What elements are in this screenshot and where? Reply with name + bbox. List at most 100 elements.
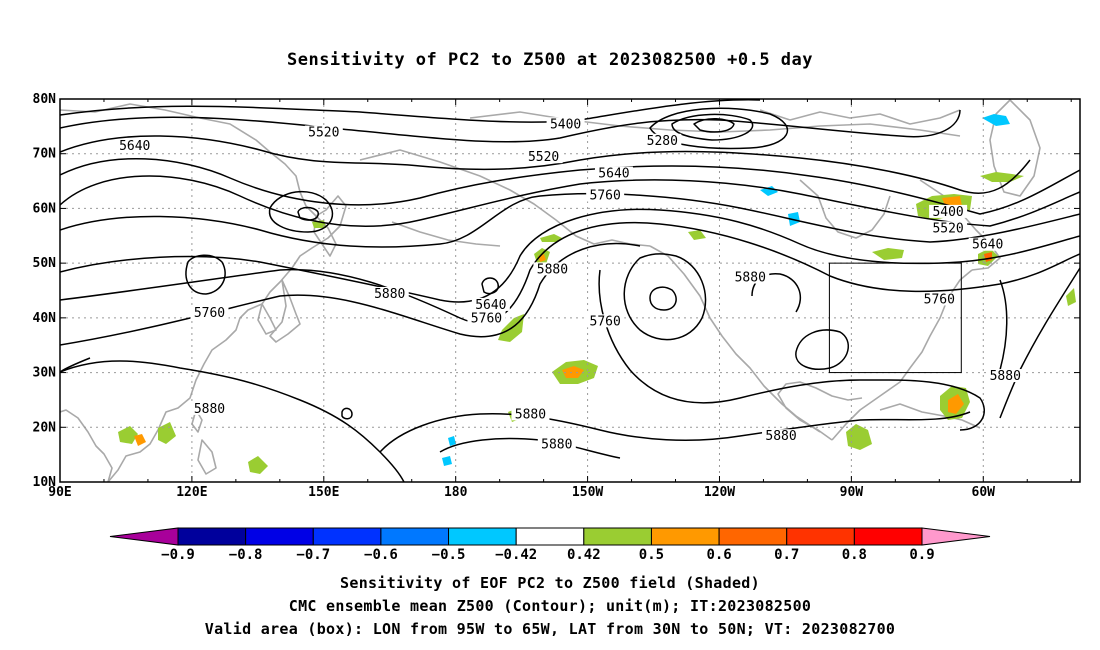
colorbar-segment <box>650 527 720 546</box>
contour-label: 5640 <box>475 298 506 313</box>
contour-label: 5400 <box>550 117 581 132</box>
lat-label: 40N <box>33 311 57 326</box>
coast-taiwan <box>191 409 203 433</box>
contour-label: 5280 <box>647 134 678 149</box>
contour-label-bg <box>304 125 343 139</box>
shade-blob <box>948 394 964 414</box>
lat-label: 30N <box>33 366 57 381</box>
contour-line <box>379 411 971 453</box>
colorbar-segment <box>853 527 923 546</box>
contour-label-bg <box>929 221 968 235</box>
contour-line <box>999 279 1008 371</box>
contour-line <box>60 109 961 143</box>
contour-label: 5880 <box>765 429 796 444</box>
caption-line-1: Sensitivity of EOF PC2 to Z500 field (Sh… <box>340 574 760 592</box>
contour-label: 5880 <box>515 407 546 422</box>
colorbar-label: −0.6 <box>364 547 398 563</box>
contour-label-bg <box>533 262 572 276</box>
coast-hudson <box>799 179 891 239</box>
contour-line <box>185 254 226 295</box>
contour-label: 5880 <box>541 437 572 452</box>
shade-blob <box>248 456 268 474</box>
colorbar-segment <box>177 527 247 546</box>
shade-blob <box>540 234 562 242</box>
shade-blob <box>688 230 706 240</box>
contour-label-bg <box>524 150 563 164</box>
lon-label: 150E <box>308 485 339 500</box>
colorbar-segment <box>718 527 788 546</box>
coast-greenland <box>989 99 1041 197</box>
shade-blob <box>846 424 872 450</box>
lon-label: 180 <box>444 485 468 500</box>
lat-label: 10N <box>33 475 57 490</box>
contour-line <box>439 437 621 459</box>
contour-label: 5760 <box>471 312 502 327</box>
contour-label: 5640 <box>598 167 629 182</box>
contour-label-bg <box>920 292 959 306</box>
colorbar-segment <box>245 527 314 546</box>
contour-label: 5880 <box>735 271 766 286</box>
coast-japan <box>269 279 301 343</box>
caption-line-3: Valid area (box): LON from 95W to 65W, L… <box>204 620 896 638</box>
lon-label: 90W <box>840 485 864 500</box>
contour-label-bg <box>190 306 229 320</box>
lat-label: 80N <box>33 92 57 107</box>
axis-ticks <box>59 98 1080 483</box>
coast-philippines <box>197 439 217 475</box>
coast-indochina <box>60 409 113 482</box>
contour-line <box>649 286 677 311</box>
map-frame <box>59 98 1081 483</box>
contour-label-bg <box>115 139 154 153</box>
colorbar-label: −0.9 <box>161 547 195 563</box>
contour-label: 5760 <box>924 292 955 307</box>
contour-line <box>999 267 1080 419</box>
contour-label-bg <box>968 237 1007 251</box>
contour-label: 5760 <box>590 188 621 203</box>
lat-label: 70N <box>33 147 57 162</box>
sensitivity-shading <box>118 114 1076 474</box>
colorbar: −0.9 −0.8 −0.7 −0.6 −0.5 −0.42 0.42 0.5 0.6 0.7 0.… <box>109 527 991 563</box>
shade-blob <box>448 436 456 446</box>
contour-label-bg <box>546 117 585 131</box>
shade-blob <box>788 212 800 226</box>
contour-line <box>751 273 801 313</box>
lat-label: 50N <box>33 256 57 271</box>
contour-label-bg <box>471 297 510 311</box>
contour-line <box>60 192 1080 248</box>
contour-line <box>598 269 985 431</box>
lon-label: 60W <box>972 485 996 500</box>
coast-korea <box>257 303 277 335</box>
contour-line <box>623 253 707 341</box>
shade-blob <box>982 114 1010 126</box>
contour-line <box>341 407 353 420</box>
contour-line <box>693 118 735 133</box>
coast-arctic-islands <box>759 109 961 125</box>
colorbar-segment <box>583 527 652 546</box>
contour-label: 5520 <box>932 221 963 236</box>
contour-label-bg <box>190 401 229 415</box>
contour-label-bg <box>731 270 770 284</box>
colorbar-segment <box>380 527 450 546</box>
contour-label-bg <box>929 204 968 218</box>
contour-label-bg <box>586 314 625 328</box>
lon-label: 150W <box>572 485 603 500</box>
colorbar-label: 0.42 <box>567 547 601 563</box>
contour-label-bg <box>370 286 409 300</box>
contour-line <box>671 113 754 141</box>
contour-line <box>481 277 499 295</box>
contour-label-bg <box>511 407 550 421</box>
contour-line <box>60 360 405 482</box>
contour-line <box>649 107 789 150</box>
colorbar-segment <box>515 527 585 546</box>
contour-label-bg <box>537 437 576 451</box>
shade-blob <box>134 434 146 446</box>
contour-label-bg <box>762 429 801 443</box>
colorbar-max-triangle <box>921 527 991 546</box>
shade-blob <box>118 426 138 444</box>
contour-line <box>60 99 761 123</box>
lon-label: 120W <box>704 485 735 500</box>
coast-gulf <box>777 381 863 441</box>
coast-caribbean <box>879 403 981 429</box>
contour-label-bg <box>586 188 625 202</box>
